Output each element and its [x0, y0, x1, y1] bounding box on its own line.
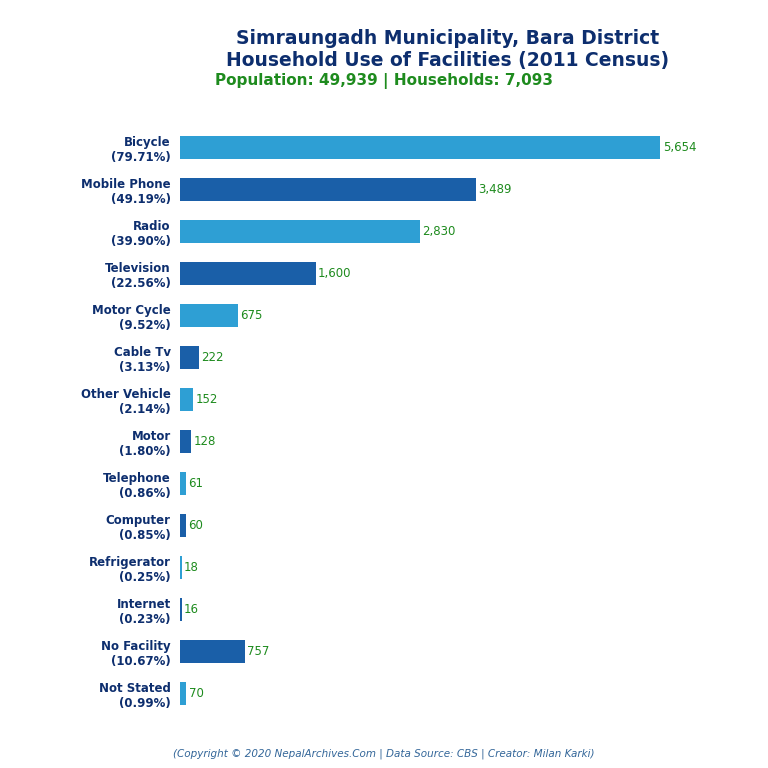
- Bar: [180, 220, 420, 243]
- Bar: [180, 262, 316, 285]
- Bar: [180, 304, 237, 327]
- Text: 60: 60: [187, 519, 203, 532]
- Text: 222: 222: [201, 351, 224, 364]
- Text: 1,600: 1,600: [318, 267, 352, 280]
- Text: (Copyright © 2020 NepalArchives.Com | Data Source: CBS | Creator: Milan Karki): (Copyright © 2020 NepalArchives.Com | Da…: [174, 748, 594, 759]
- Text: 5,654: 5,654: [664, 141, 697, 154]
- Bar: [180, 178, 476, 201]
- Bar: [180, 136, 660, 159]
- Text: 61: 61: [187, 477, 203, 490]
- Bar: [180, 472, 186, 495]
- Title: Simraungadh Municipality, Bara District
Household Use of Facilities (2011 Census: Simraungadh Municipality, Bara District …: [226, 29, 669, 70]
- Text: 128: 128: [194, 435, 216, 448]
- Text: 757: 757: [247, 645, 269, 658]
- Text: Population: 49,939 | Households: 7,093: Population: 49,939 | Households: 7,093: [215, 73, 553, 88]
- Text: 675: 675: [240, 309, 262, 322]
- Bar: [180, 640, 245, 663]
- Bar: [180, 430, 191, 453]
- Text: 3,489: 3,489: [478, 183, 512, 196]
- Text: 16: 16: [184, 603, 199, 616]
- Text: 70: 70: [188, 687, 204, 700]
- Text: 152: 152: [196, 393, 218, 406]
- Bar: [180, 682, 187, 705]
- Bar: [180, 346, 199, 369]
- Bar: [180, 388, 194, 411]
- Text: 2,830: 2,830: [422, 225, 455, 238]
- Bar: [180, 598, 182, 621]
- Text: 18: 18: [184, 561, 199, 574]
- Bar: [180, 556, 182, 579]
- Bar: [180, 514, 186, 537]
